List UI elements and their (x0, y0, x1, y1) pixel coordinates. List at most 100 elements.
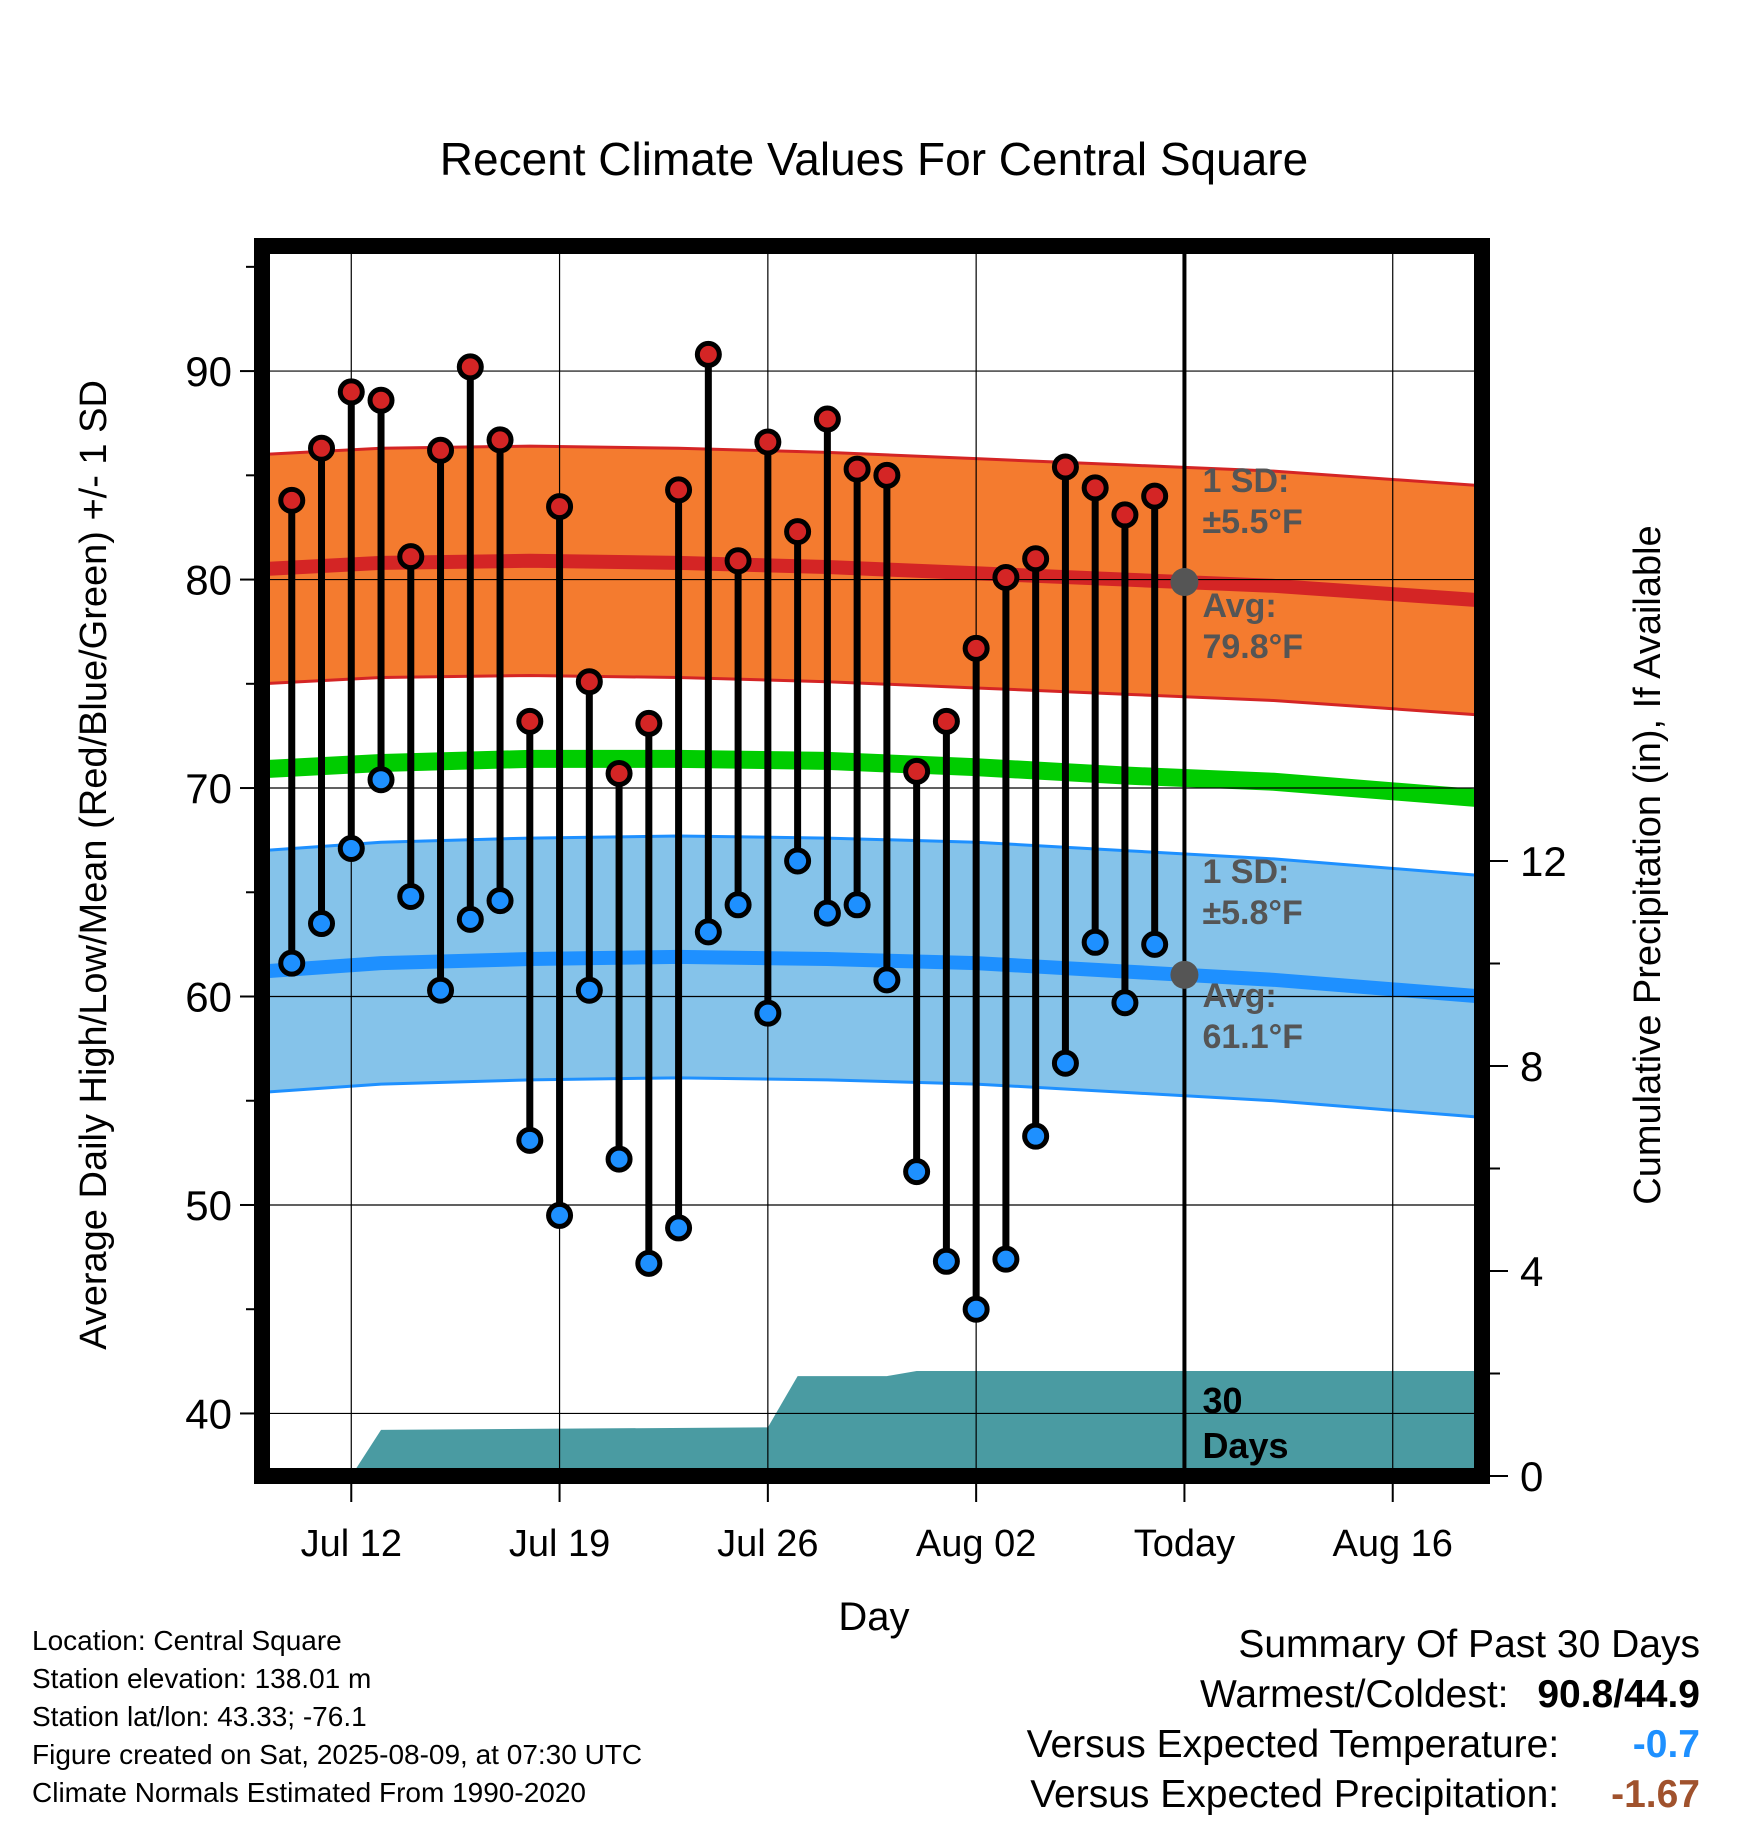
chart-title: Recent Climate Values For Central Square (440, 133, 1308, 185)
daily-high-point (516, 707, 544, 735)
daily-high-point (1051, 453, 1079, 481)
daily-low-point (1022, 1122, 1050, 1150)
latlon-text: Station lat/lon: 43.33; -76.1 (32, 1701, 367, 1732)
low-avg-value: 61.1°F (1202, 1018, 1303, 1056)
daily-high-point (635, 709, 663, 737)
daily-high-point (843, 455, 871, 483)
daily-low-point (754, 999, 782, 1027)
normals-text: Climate Normals Estimated From 1990-2020 (32, 1777, 586, 1808)
daily-high-point (813, 405, 841, 433)
daily-low-point (843, 891, 871, 919)
warm-cold-value: 90.8/44.9 (1537, 1673, 1700, 1716)
y-right-tick-label: 0 (1520, 1453, 1543, 1500)
daily-low-point (932, 1247, 960, 1275)
low-sd-lower-line (261, 1076, 1483, 1119)
y-tick-label: 60 (185, 974, 232, 1021)
daily-high-point (992, 563, 1020, 591)
daily-low-point (278, 949, 306, 977)
plot-frame (254, 238, 1490, 1484)
low-sd-band (262, 835, 1482, 1118)
x-tick-label: Jul 12 (301, 1523, 402, 1565)
temp-value: -0.7 (1632, 1723, 1700, 1766)
daily-low-point (397, 882, 425, 910)
daily-high-point (486, 426, 514, 454)
daily-high-point (1111, 501, 1139, 529)
daily-low-point (308, 910, 336, 938)
daily-low-point (1111, 989, 1139, 1017)
x-tick-label: Jul 19 (509, 1523, 610, 1565)
precip-value: -1.67 (1611, 1773, 1700, 1816)
y-axis-right-label: Cumulative Precipitation (in), If Availa… (1627, 525, 1669, 1204)
daily-low-point (1141, 930, 1169, 958)
daily-low-point (903, 1158, 931, 1186)
days-word-label: Days (1202, 1425, 1288, 1466)
daily-high-point (962, 634, 990, 662)
summary-block: Summary Of Past 30 Days Warmest/Coldest:… (1027, 1620, 1700, 1820)
today-high-normal-marker (1170, 568, 1199, 597)
daily-high-point (873, 461, 901, 489)
warm-cold-label: Warmest/Coldest: (1200, 1673, 1509, 1716)
x-tick-label: Today (1134, 1523, 1235, 1565)
daily-high-point (308, 434, 336, 462)
x-tick-label: Aug 02 (916, 1523, 1036, 1565)
high-sd-value: ±5.5°F (1202, 503, 1302, 541)
daily-high-point (1022, 545, 1050, 573)
summary-warm-cold: Warmest/Coldest: 90.8/44.9 (1027, 1670, 1700, 1720)
x-axis-label: Day (838, 1595, 909, 1639)
x-tick-label: Jul 26 (717, 1523, 818, 1565)
summary-title: Summary Of Past 30 Days (1238, 1623, 1700, 1666)
info-block: Location: Central Square Station elevati… (32, 1625, 642, 1815)
daily-low-point (605, 1145, 633, 1173)
high-avg-value: 79.8°F (1202, 628, 1303, 666)
daily-low-point (575, 976, 603, 1004)
y-right-tick-label: 8 (1520, 1043, 1543, 1090)
daily-low-point (873, 966, 901, 994)
daily-high-point (1081, 474, 1109, 502)
daily-high-point (903, 757, 931, 785)
y-right-tick-label: 4 (1520, 1248, 1543, 1295)
y-tick-label: 80 (185, 557, 232, 604)
daily-low-point (1051, 1049, 1079, 1077)
summary-temp: Versus Expected Temperature: -0.7 (1027, 1720, 1700, 1770)
daily-low-point (516, 1126, 544, 1154)
daily-high-point (754, 428, 782, 456)
daily-high-point (575, 668, 603, 696)
daily-low-point (635, 1249, 663, 1277)
normal-low-line (261, 949, 1483, 1004)
daily-low-point (665, 1214, 693, 1242)
daily-high-point (724, 547, 752, 575)
daily-low-point (784, 847, 812, 875)
daily-high-point (427, 436, 455, 464)
daily-high-point (1141, 482, 1169, 510)
x-tick-label: Aug 16 (1333, 1523, 1453, 1565)
summary-precip: Versus Expected Precipitation: -1.67 (1027, 1770, 1700, 1820)
created-text: Figure created on Sat, 2025-08-09, at 07… (32, 1739, 643, 1770)
daily-low-point (1081, 928, 1109, 956)
precip-label: Versus Expected Precipitation: (1030, 1773, 1560, 1816)
normal-mean-line (261, 749, 1483, 808)
daily-high-point (456, 353, 484, 381)
daily-high-point (397, 543, 425, 571)
location-text: Location: Central Square (32, 1625, 342, 1656)
daily-low-point (992, 1245, 1020, 1273)
y-tick-label: 40 (185, 1390, 232, 1437)
days-count-label: 30 (1202, 1380, 1242, 1421)
high-sd-label: 1 SD: (1202, 462, 1289, 500)
precipitation-area (351, 1370, 1482, 1476)
daily-high-point (694, 340, 722, 368)
daily-low-point (337, 834, 365, 862)
daily-high-point (367, 386, 395, 414)
daily-low-point (694, 918, 722, 946)
low-avg-label: Avg: (1202, 977, 1276, 1015)
low-sd-label: 1 SD: (1202, 853, 1289, 891)
high-avg-label: Avg: (1202, 587, 1276, 625)
daily-low-point (962, 1295, 990, 1323)
daily-high-point (546, 493, 574, 521)
y-axis-label: Average Daily High/Low/Mean (Red/Blue/Gr… (73, 380, 115, 1350)
y-tick-label: 50 (185, 1182, 232, 1229)
daily-low-point (456, 905, 484, 933)
daily-low-point (813, 899, 841, 927)
daily-high-point (278, 486, 306, 514)
